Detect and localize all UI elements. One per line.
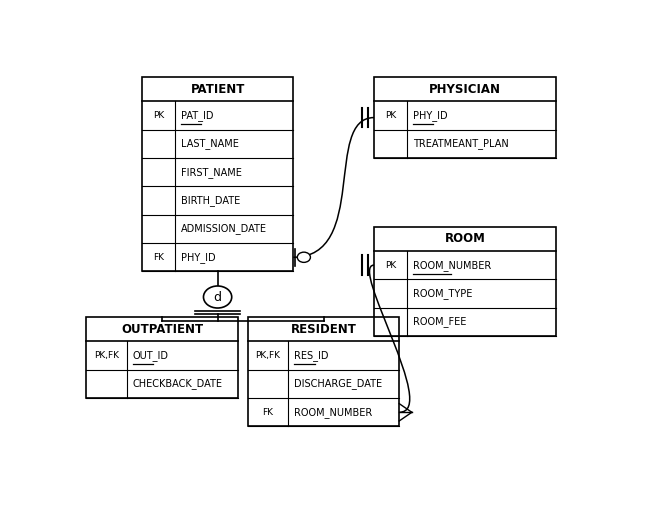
Circle shape [204, 286, 232, 308]
Text: PK: PK [153, 111, 164, 120]
Text: LAST_NAME: LAST_NAME [181, 138, 239, 149]
Text: ROOM_NUMBER: ROOM_NUMBER [413, 260, 491, 271]
Text: DISCHARGE_DATE: DISCHARGE_DATE [294, 379, 382, 389]
Circle shape [298, 252, 311, 262]
Text: FK: FK [262, 408, 273, 417]
Text: PHY_ID: PHY_ID [413, 110, 447, 121]
Text: OUTPATIENT: OUTPATIENT [121, 323, 203, 336]
Text: PHY_ID: PHY_ID [181, 252, 215, 263]
Text: RESIDENT: RESIDENT [290, 323, 357, 336]
Text: ROOM_FEE: ROOM_FEE [413, 316, 466, 327]
Text: TREATMEANT_PLAN: TREATMEANT_PLAN [413, 138, 508, 149]
Text: ROOM: ROOM [445, 233, 485, 245]
Text: CHECKBACK_DATE: CHECKBACK_DATE [133, 379, 223, 389]
Text: PHYSICIAN: PHYSICIAN [429, 83, 501, 96]
Text: ROOM_TYPE: ROOM_TYPE [413, 288, 472, 299]
Text: FK: FK [153, 253, 164, 262]
Text: OUT_ID: OUT_ID [133, 350, 169, 361]
Text: BIRTH_DATE: BIRTH_DATE [181, 195, 240, 206]
Text: ROOM_NUMBER: ROOM_NUMBER [294, 407, 372, 418]
Text: FIRST_NAME: FIRST_NAME [181, 167, 242, 178]
Text: d: d [214, 291, 221, 304]
Text: PK: PK [385, 261, 396, 270]
Text: PATIENT: PATIENT [190, 83, 245, 96]
Text: PK: PK [385, 111, 396, 120]
Text: PAT_ID: PAT_ID [181, 110, 214, 121]
Text: PK,FK: PK,FK [256, 351, 281, 360]
Text: ADMISSION_DATE: ADMISSION_DATE [181, 223, 267, 235]
Text: RES_ID: RES_ID [294, 350, 329, 361]
Text: PK,FK: PK,FK [94, 351, 119, 360]
